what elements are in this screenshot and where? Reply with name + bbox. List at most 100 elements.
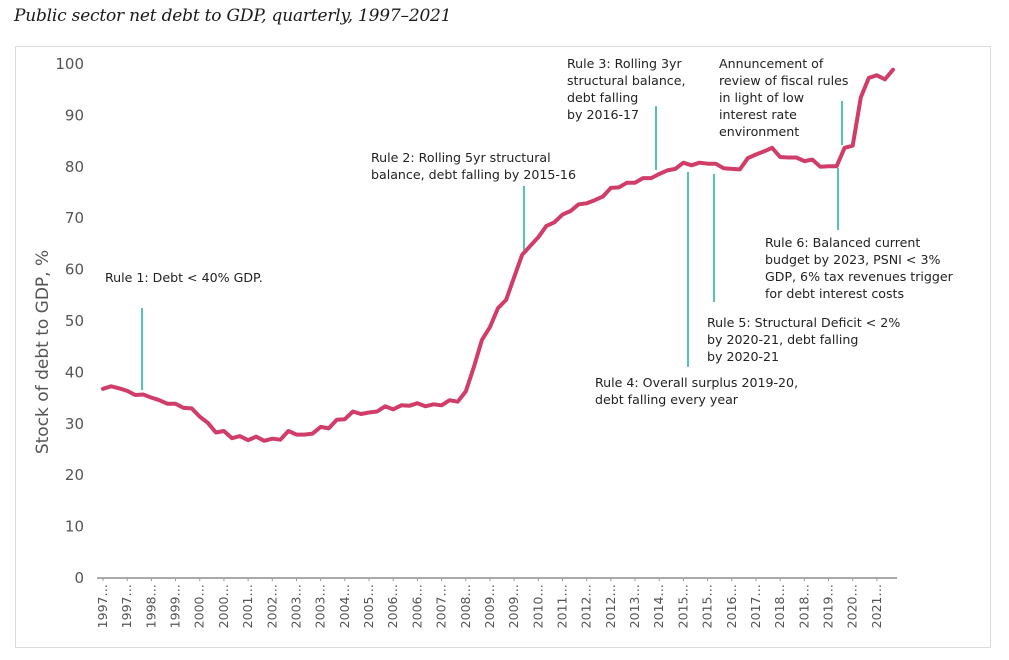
annotation-line: environment xyxy=(719,124,799,139)
data-point xyxy=(521,253,524,256)
x-tick-label: 2017… xyxy=(748,584,763,628)
annotation-line: review of fiscal rules xyxy=(719,73,848,88)
x-tick-label: 2011… xyxy=(554,584,569,628)
x-tick-label: 2012… xyxy=(579,584,594,628)
annotation-line: by 2016-17 xyxy=(567,107,639,122)
y-tick-label: 90 xyxy=(65,106,84,124)
data-point xyxy=(343,418,346,421)
x-tick-label: 2003… xyxy=(288,584,303,628)
data-point xyxy=(658,173,661,176)
annotation-line: GDP, 6% tax revenues trigger xyxy=(765,269,954,284)
data-point xyxy=(577,203,580,206)
x-tick-label: 2009… xyxy=(482,584,497,628)
data-point xyxy=(142,393,145,396)
data-point xyxy=(835,165,838,168)
data-point xyxy=(287,430,290,433)
data-point xyxy=(198,415,201,418)
data-point xyxy=(642,177,645,180)
annotation-line: Rule 3: Rolling 3yr xyxy=(567,56,683,71)
data-point xyxy=(609,186,612,189)
data-point xyxy=(883,78,886,81)
data-point xyxy=(617,186,620,189)
data-point xyxy=(480,339,483,342)
data-point xyxy=(166,402,169,405)
data-point xyxy=(650,177,653,180)
data-point xyxy=(706,162,709,165)
x-tick-label: 2013… xyxy=(627,584,642,628)
data-point xyxy=(819,165,822,168)
data-point xyxy=(400,404,403,407)
x-tick-label: 1999… xyxy=(168,584,183,628)
data-point xyxy=(182,406,185,409)
data-point xyxy=(746,157,749,160)
data-point xyxy=(674,167,677,170)
data-point xyxy=(859,96,862,99)
data-point xyxy=(206,421,209,424)
data-point xyxy=(102,387,105,390)
x-tick-label: 2000… xyxy=(216,584,231,628)
data-point xyxy=(432,403,435,406)
x-tick-label: 2010… xyxy=(530,584,545,628)
x-tick-label: 2006… xyxy=(409,584,424,628)
debt-series-line xyxy=(101,67,895,443)
annotation-rule5: Rule 5: Structural Deficit < 2% by 2020-2… xyxy=(707,315,900,364)
data-point xyxy=(295,433,298,436)
data-point xyxy=(634,181,637,184)
data-point xyxy=(222,430,225,433)
x-tick-label: 1998… xyxy=(143,584,158,628)
data-point xyxy=(247,439,250,442)
annotation-line: debt falling every year xyxy=(595,392,739,407)
data-point xyxy=(690,164,693,167)
data-point xyxy=(327,427,330,430)
data-point xyxy=(843,146,846,149)
data-point xyxy=(851,144,854,147)
x-tick-label: 2001… xyxy=(240,584,255,628)
data-point xyxy=(440,404,443,407)
data-point xyxy=(360,413,363,416)
x-tick-label: 2018… xyxy=(796,584,811,628)
data-point xyxy=(255,435,258,438)
data-point xyxy=(585,202,588,205)
data-point xyxy=(110,385,113,388)
x-tick-label: 2019… xyxy=(821,584,836,628)
data-point xyxy=(174,402,177,405)
data-point xyxy=(714,162,717,165)
data-point xyxy=(795,156,798,159)
x-tick-label: 2021… xyxy=(869,584,884,628)
data-point xyxy=(593,199,596,202)
data-point xyxy=(214,431,217,434)
annotation-line: Rule 1: Debt < 40% GDP. xyxy=(105,270,263,285)
data-point xyxy=(787,156,790,159)
data-point xyxy=(666,169,669,172)
annotation-line: debt falling xyxy=(567,90,638,105)
x-tick-label: 2018… xyxy=(772,584,787,628)
annotation-line: for debt interest costs xyxy=(765,286,904,301)
data-point xyxy=(384,405,387,408)
data-point xyxy=(626,181,629,184)
data-point xyxy=(488,326,491,329)
data-point xyxy=(150,396,153,399)
y-tick-label: 0 xyxy=(74,569,84,587)
data-point xyxy=(513,276,516,279)
data-point xyxy=(118,387,121,390)
data-point xyxy=(682,161,685,164)
data-point xyxy=(335,418,338,421)
data-point xyxy=(763,150,766,153)
data-point xyxy=(529,245,532,248)
data-point xyxy=(771,146,774,149)
annotation-line: balance, debt falling by 2015-16 xyxy=(371,167,576,182)
annotation-line: interest rate xyxy=(719,107,797,122)
data-point xyxy=(505,298,508,301)
annotation-rule2: Rule 2: Rolling 5yr structural balance, d… xyxy=(371,150,576,182)
y-axis-ticks: 0 10 20 30 40 50 60 70 80 90 100 xyxy=(55,55,84,587)
annotation-rule1: Rule 1: Debt < 40% GDP. xyxy=(105,270,263,285)
data-point xyxy=(231,437,234,440)
data-point xyxy=(755,153,758,156)
y-axis-label: Stock of debt to GDP, % xyxy=(33,250,53,454)
x-tick-label: 2020… xyxy=(845,584,860,628)
data-point xyxy=(537,236,540,239)
y-tick-label: 10 xyxy=(65,518,84,536)
y-tick-label: 40 xyxy=(65,363,84,381)
data-point xyxy=(803,160,806,163)
